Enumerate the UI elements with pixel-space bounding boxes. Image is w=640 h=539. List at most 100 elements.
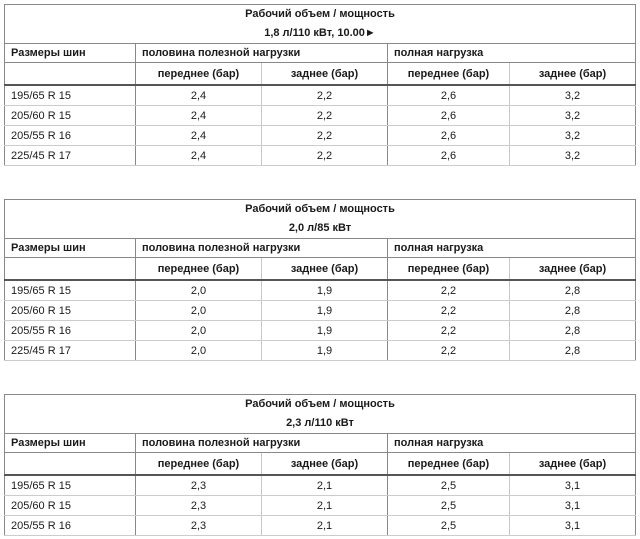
tire-size-cell: 195/65 R 15	[4, 280, 136, 301]
rear-full-load-cell: 3,1	[508, 495, 636, 516]
rear-axle-header: заднее (бар)	[508, 62, 636, 86]
rear-half-load-cell: 2,2	[261, 105, 388, 126]
rear-half-load-cell: 2,1	[261, 475, 388, 496]
load-header-row: Размеры шин половина полезной нагрузки пол…	[4, 43, 636, 63]
power-row: 2,0 л/85 кВт	[4, 217, 636, 239]
tire-size-cell: 225/45 R 17	[4, 340, 136, 361]
front-half-load-cell: 2,0	[135, 340, 262, 361]
tire-size-cell: 205/60 R 15	[4, 495, 136, 516]
table-row: 195/65 R 15 2,3 2,1 2,5 3,1	[4, 475, 636, 496]
front-half-load-cell: 2,0	[135, 300, 262, 321]
empty-header-cell	[4, 452, 136, 476]
front-half-load-cell: 2,4	[135, 145, 262, 166]
table-row: 205/60 R 15 2,3 2,1 2,5 3,1	[4, 495, 636, 516]
heading-row: Рабочий объем / мощность	[5, 5, 636, 23]
front-full-load-cell: 2,6	[387, 105, 510, 126]
engine-power-label: 1,8 л/110 кВт, 10.00►	[4, 22, 636, 44]
rear-half-load-cell: 2,2	[261, 145, 388, 166]
heading-row: Рабочий объем / мощность	[5, 395, 636, 413]
tire-size-cell: 225/45 R 17	[4, 145, 136, 166]
rear-full-load-cell: 3,2	[508, 105, 636, 126]
pressure-table: Рабочий объем / мощность 2,3 л/110 кВт Раз…	[4, 394, 637, 536]
table-row: 205/55 R 16 2,0 1,9 2,2 2,8	[4, 320, 636, 341]
front-full-load-cell: 2,6	[387, 125, 510, 146]
pressure-table: Рабочий объем / мощность 1,8 л/110 кВт, 1…	[4, 4, 637, 166]
rear-full-load-cell: 3,1	[508, 475, 636, 496]
rear-half-load-cell: 2,2	[261, 125, 388, 146]
front-full-load-cell: 2,2	[387, 300, 510, 321]
tire-size-cell: 195/65 R 15	[4, 475, 136, 496]
half-load-header: половина полезной нагрузки	[135, 433, 388, 453]
front-full-load-cell: 2,5	[387, 515, 510, 536]
rear-axle-header: заднее (бар)	[261, 257, 388, 281]
rear-full-load-cell: 3,2	[508, 85, 636, 106]
front-axle-header: переднее (бар)	[135, 257, 262, 281]
rear-half-load-cell: 2,2	[261, 85, 388, 106]
engine-power-label: 2,0 л/85 кВт	[4, 217, 636, 239]
tire-size-cell: 205/55 R 16	[4, 125, 136, 146]
front-axle-header: переднее (бар)	[135, 452, 262, 476]
front-half-load-cell: 2,0	[135, 320, 262, 341]
front-axle-header: переднее (бар)	[387, 452, 510, 476]
rear-half-load-cell: 1,9	[261, 340, 388, 361]
table-row: 195/65 R 15 2,4 2,2 2,6 3,2	[4, 85, 636, 106]
tire-size-cell: 195/65 R 15	[4, 85, 136, 106]
table-row: 205/60 R 15 2,0 1,9 2,2 2,8	[4, 300, 636, 321]
table-row: 205/55 R 16 2,3 2,1 2,5 3,1	[4, 515, 636, 536]
tire-size-cell: 205/60 R 15	[4, 105, 136, 126]
half-load-header: половина полезной нагрузки	[135, 43, 388, 63]
front-full-load-cell: 2,2	[387, 320, 510, 341]
full-load-header: полная нагрузка	[386, 433, 636, 453]
front-half-load-cell: 2,0	[135, 280, 262, 301]
empty-header-cell	[4, 62, 136, 86]
front-full-load-cell: 2,2	[387, 340, 510, 361]
displacement-power-heading: Рабочий объем / мощность	[245, 7, 395, 20]
heading-row: Рабочий объем / мощность	[5, 200, 636, 218]
axle-header-row: переднее (бар) заднее (бар) переднее (бар)…	[4, 62, 636, 86]
load-header-row: Размеры шин половина полезной нагрузки пол…	[4, 433, 636, 453]
front-half-load-cell: 2,3	[135, 515, 262, 536]
front-half-load-cell: 2,3	[135, 495, 262, 516]
table-row: 205/60 R 15 2,4 2,2 2,6 3,2	[4, 105, 636, 126]
rear-half-load-cell: 1,9	[261, 300, 388, 321]
table-row: 225/45 R 17 2,4 2,2 2,6 3,2	[4, 145, 636, 166]
front-full-load-cell: 2,2	[387, 280, 510, 301]
load-header-row: Размеры шин половина полезной нагрузки пол…	[4, 238, 636, 258]
table-row: 225/45 R 17 2,0 1,9 2,2 2,8	[4, 340, 636, 361]
front-axle-header: переднее (бар)	[387, 62, 510, 86]
rear-axle-header: заднее (бар)	[261, 452, 388, 476]
rear-axle-header: заднее (бар)	[261, 62, 388, 86]
tire-sizes-header: Размеры шин	[4, 238, 136, 258]
rear-full-load-cell: 3,2	[508, 125, 636, 146]
rear-half-load-cell: 2,1	[261, 495, 388, 516]
rear-full-load-cell: 2,8	[508, 340, 636, 361]
front-full-load-cell: 2,5	[387, 475, 510, 496]
front-half-load-cell: 2,4	[135, 105, 262, 126]
power-row: 1,8 л/110 кВт, 10.00►	[4, 22, 636, 44]
full-load-header: полная нагрузка	[386, 43, 636, 63]
displacement-power-heading: Рабочий объем / мощность	[245, 202, 395, 215]
tire-size-cell: 205/55 R 16	[4, 515, 136, 536]
rear-half-load-cell: 1,9	[261, 280, 388, 301]
tire-sizes-header: Размеры шин	[4, 43, 136, 63]
rear-full-load-cell: 2,8	[508, 300, 636, 321]
front-half-load-cell: 2,4	[135, 125, 262, 146]
axle-header-row: переднее (бар) заднее (бар) переднее (бар)…	[4, 452, 636, 476]
rear-full-load-cell: 2,8	[508, 280, 636, 301]
front-full-load-cell: 2,6	[387, 85, 510, 106]
empty-header-cell	[4, 257, 136, 281]
front-full-load-cell: 2,5	[387, 495, 510, 516]
displacement-power-heading: Рабочий объем / мощность	[245, 397, 395, 410]
full-load-header: полная нагрузка	[386, 238, 636, 258]
axle-header-row: переднее (бар) заднее (бар) переднее (бар)…	[4, 257, 636, 281]
rear-full-load-cell: 3,2	[508, 145, 636, 166]
tire-sizes-header: Размеры шин	[4, 433, 136, 453]
front-half-load-cell: 2,3	[135, 475, 262, 496]
table-row: 205/55 R 16 2,4 2,2 2,6 3,2	[4, 125, 636, 146]
front-full-load-cell: 2,6	[387, 145, 510, 166]
front-axle-header: переднее (бар)	[387, 257, 510, 281]
engine-power-label: 2,3 л/110 кВт	[4, 412, 636, 434]
power-row: 2,3 л/110 кВт	[4, 412, 636, 434]
rear-full-load-cell: 2,8	[508, 320, 636, 341]
pressure-table: Рабочий объем / мощность 2,0 л/85 кВт Разм…	[4, 199, 637, 361]
